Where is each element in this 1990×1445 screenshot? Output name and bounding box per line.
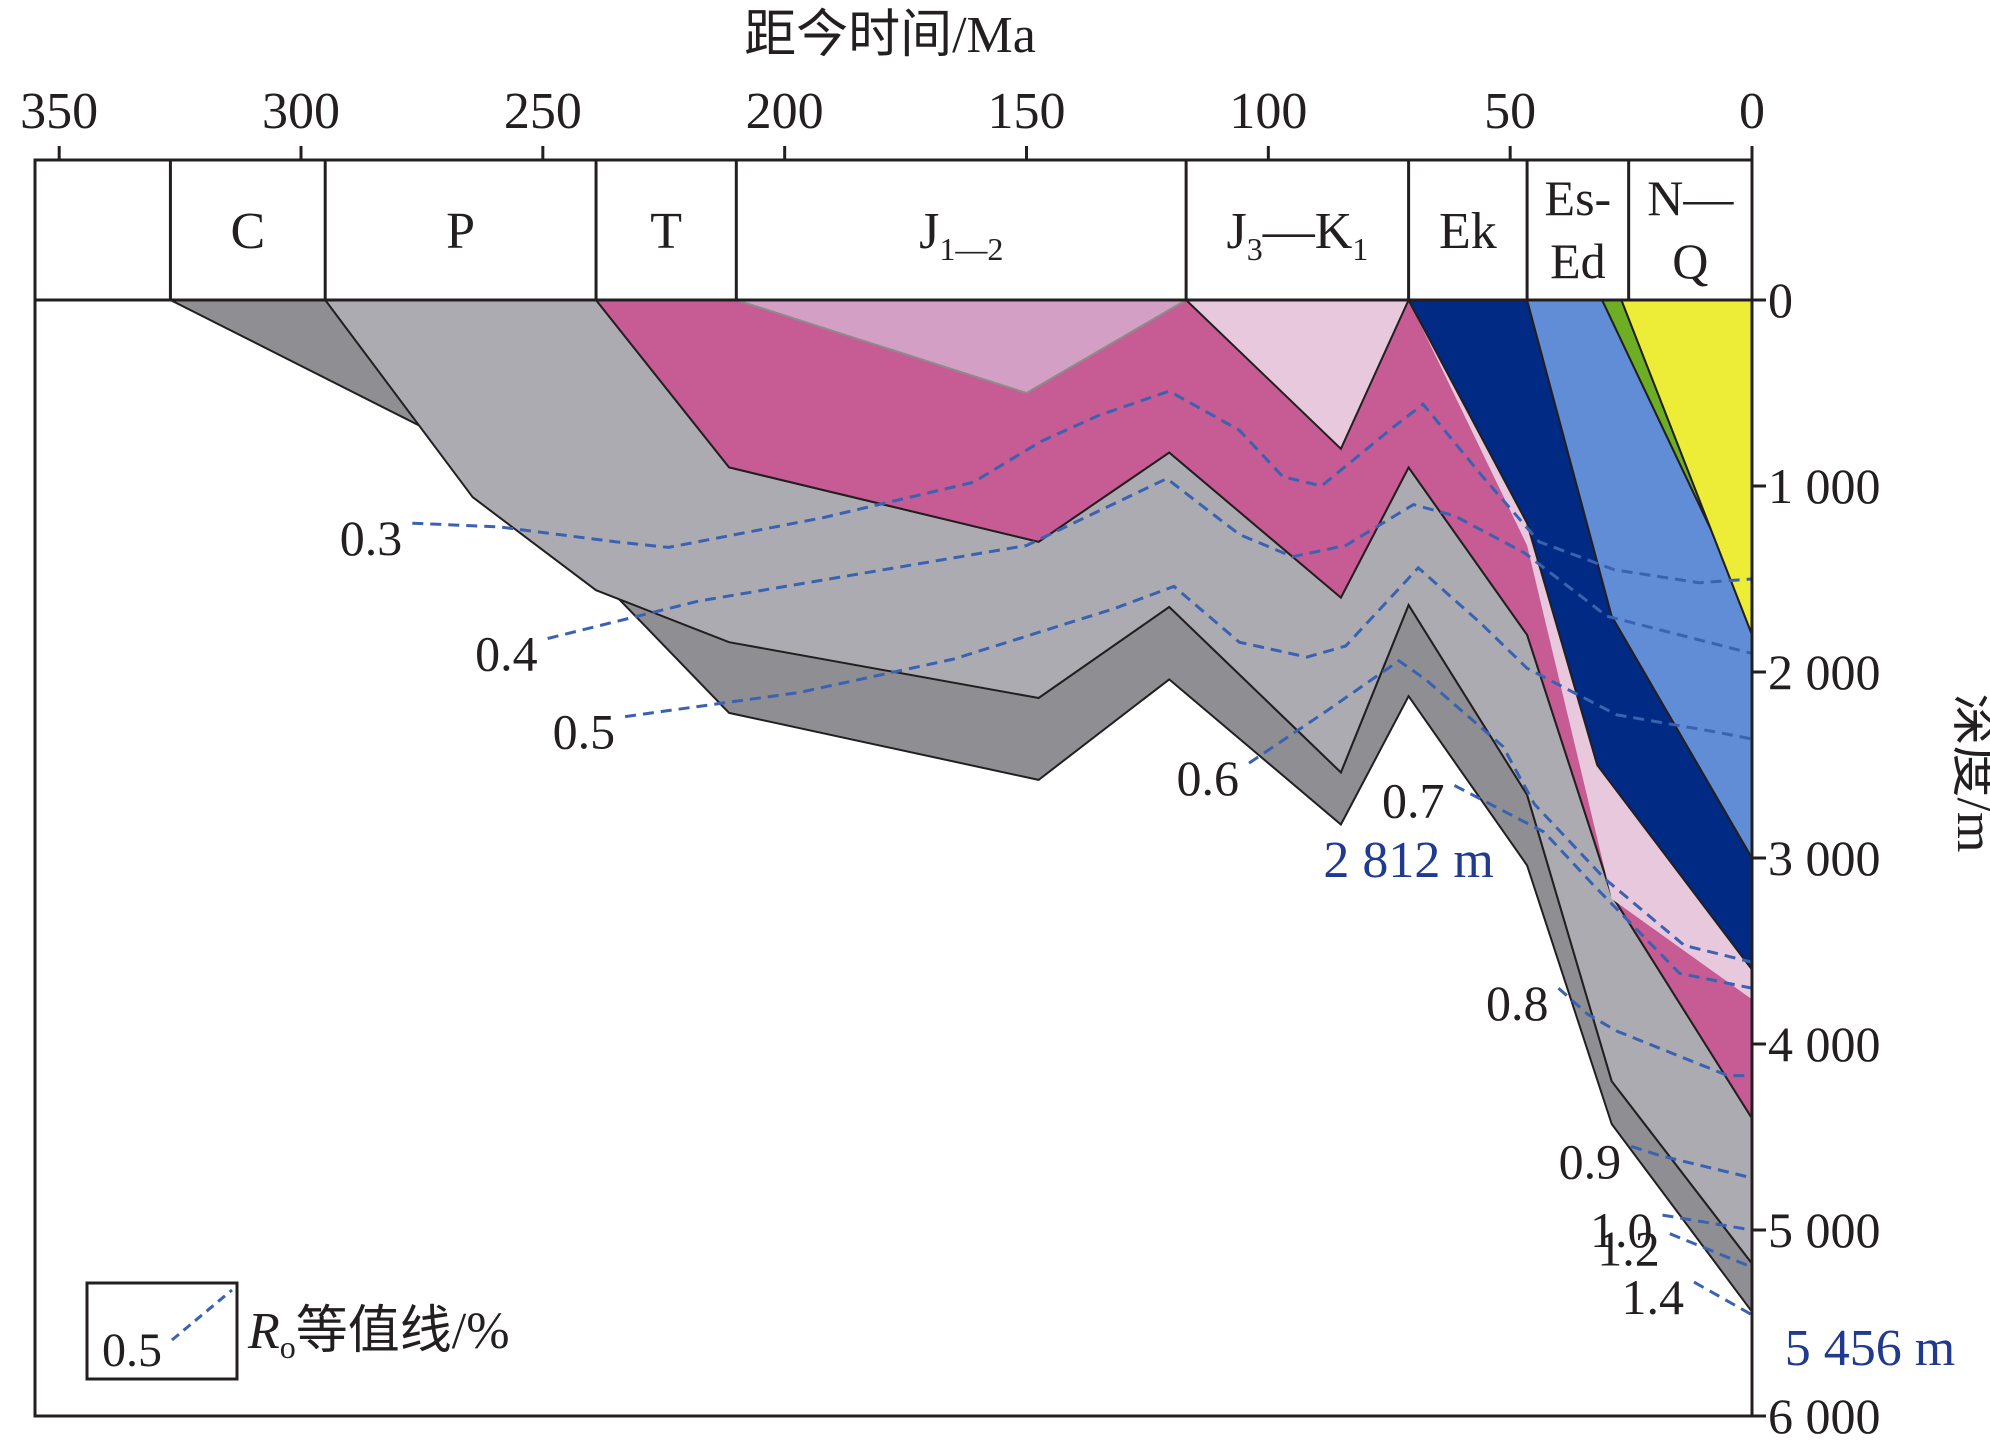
strata-label: Q (1672, 233, 1708, 289)
x-tick-label: 150 (988, 83, 1066, 140)
ro-label-0.5: 0.5 (553, 704, 616, 760)
x-tick-label: 200 (746, 83, 824, 140)
strata-label: J1—2 (919, 203, 1003, 267)
ro-label-0.7: 0.7 (1382, 772, 1445, 828)
strata-label: Ed (1550, 233, 1606, 289)
ro-isoline-0.3 (412, 389, 1753, 585)
annotation-2812: 2 812 m (1323, 832, 1493, 889)
depth-annotations: 2 812 m 5 456 m (1323, 832, 1955, 1377)
ro-label-0.9: 0.9 (1559, 1133, 1622, 1189)
strata-label: P (446, 203, 475, 260)
ro-isoline-0.5 (624, 565, 1753, 741)
axes: 350 300 250 200 150 100 50 0 0 1 000 2 000 3 000 4 0… (20, 83, 1990, 1444)
ro-isoline-0.9 (1630, 1144, 1753, 1180)
x-tick-label: 350 (20, 83, 98, 140)
ro-isoline-0.6 (1248, 658, 1753, 964)
ro-label-0.3: 0.3 (340, 510, 403, 566)
ro-isoline-1.4 (1693, 1280, 1753, 1317)
ro-label-0.8: 0.8 (1486, 975, 1549, 1031)
strata-label: Ek (1439, 203, 1497, 260)
y-axis-title: 深度/m (1946, 694, 1990, 853)
x-tick-label: 0 (1739, 83, 1765, 140)
ro-label-1.0: 1.0 (1590, 1202, 1653, 1258)
ro-isoline-0.8 (1557, 987, 1752, 1078)
legend-label: Ro等值线/% (247, 1303, 510, 1365)
ro-label-0.4: 0.4 (475, 626, 538, 682)
y-tick-label: 5 000 (1768, 1202, 1881, 1258)
y-tick-label: 6 000 (1768, 1388, 1881, 1444)
annotation-5456: 5 456 m (1785, 1320, 1955, 1377)
x-tick-label: 100 (1229, 83, 1307, 140)
isoline-labels: 0.3 0.4 0.5 0.6 0.7 0.8 0.9 1.01.21.4 (340, 510, 1684, 1325)
x-tick-label: 250 (504, 83, 582, 140)
legend: 0.5 Ro等值线/% (85, 1281, 510, 1381)
legend-dash-sample (171, 1288, 233, 1342)
y-tick-label: 1 000 (1768, 458, 1881, 514)
ro-isolines (412, 389, 1753, 1317)
x-tick-label: 300 (262, 83, 340, 140)
strata-label: Es- (1545, 170, 1612, 226)
ro-label-0.6: 0.6 (1176, 750, 1239, 806)
ro-label-1.4: 1.4 (1621, 1269, 1684, 1325)
strata-layers (169, 299, 1753, 1315)
strata-label: T (650, 203, 682, 260)
ro-label-1.2: 1.2 (1597, 1221, 1660, 1277)
strata-label: C (230, 203, 265, 260)
ro-isoline-0.7 (1453, 784, 1753, 990)
ro-isoline-1.0 (1662, 1213, 1753, 1232)
x-tick-label: 50 (1484, 83, 1536, 140)
ro-isoline-0.4 (547, 476, 1753, 655)
y-tick-label: 2 000 (1768, 644, 1881, 700)
strata-band (33, 158, 1754, 302)
legend-box (85, 1281, 239, 1381)
y-tick-label: 3 000 (1768, 830, 1881, 886)
layer-ek-rim (1408, 300, 1752, 1000)
y-tick-label: 0 (1768, 272, 1793, 328)
legend-sample-value: 0.5 (102, 1324, 162, 1377)
strata-label: N— (1647, 170, 1734, 226)
y-tick-label: 4 000 (1768, 1016, 1881, 1072)
ro-isoline-1.2 (1669, 1232, 1753, 1269)
x-axis-title: 距今时间/Ma (744, 7, 1036, 64)
strata-label: J3—K1 (1226, 203, 1368, 267)
strata-column: C P T J1—2 J3—K1 Ek Es- Ed N— Q (33, 158, 1754, 302)
